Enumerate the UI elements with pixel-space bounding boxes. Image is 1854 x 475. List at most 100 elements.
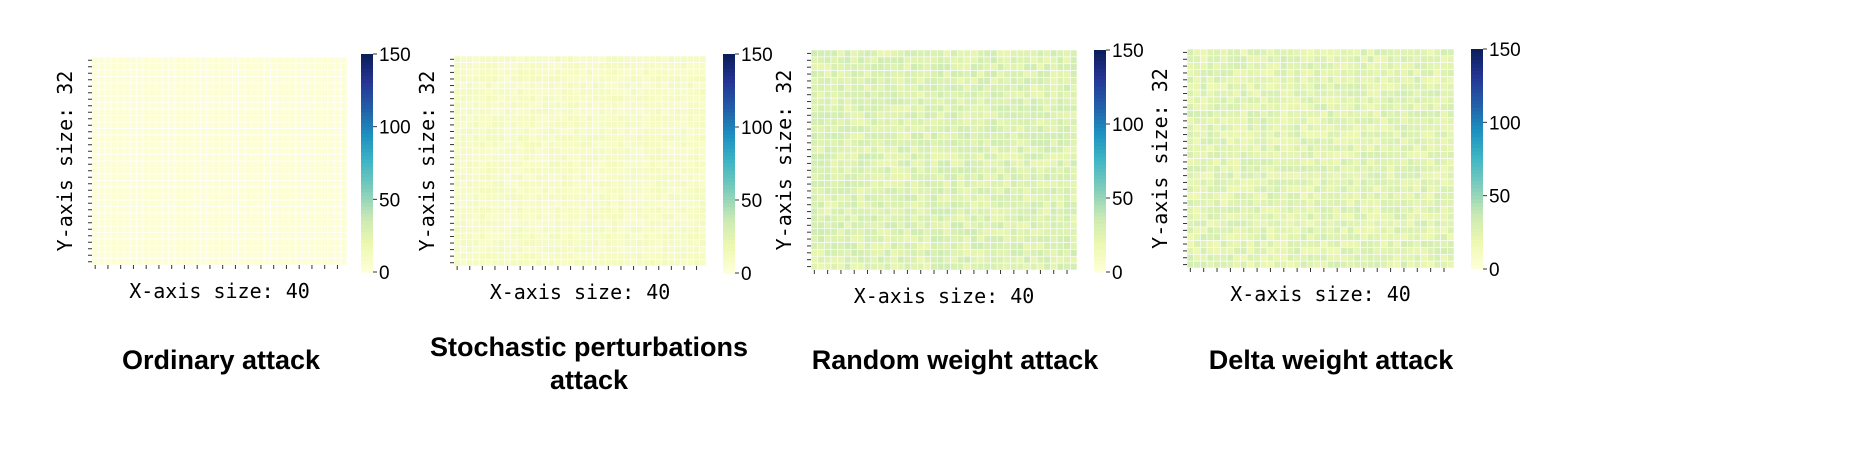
- heatmap-cell: [573, 81, 581, 90]
- heatmap-cell: [636, 193, 644, 201]
- heatmap-cell: [910, 242, 918, 250]
- heatmap-cell: [830, 70, 838, 78]
- heatmap-cell: [270, 82, 278, 90]
- heatmap-cell: [554, 81, 562, 90]
- heatmap-cell: [623, 186, 631, 195]
- heatmap-cell: [1400, 103, 1408, 111]
- heatmap-cell: [200, 238, 208, 246]
- heatmap-cell: [970, 49, 978, 58]
- heatmap-cell: [636, 206, 644, 214]
- heatmap-cell: [699, 55, 707, 63]
- heatmap-cell: [541, 127, 549, 136]
- heatmap-cell: [680, 62, 688, 70]
- heatmap-cell: [516, 239, 524, 247]
- colorbar-segment: [723, 167, 735, 172]
- heatmap-cell: [302, 180, 310, 188]
- heatmap-cell: [1353, 158, 1361, 166]
- heatmap-cell: [257, 76, 265, 84]
- heatmap-cell: [1266, 76, 1275, 84]
- heatmap-cell: [535, 88, 543, 96]
- heatmap-cell: [263, 56, 271, 64]
- heatmap-cell: [623, 173, 631, 181]
- heatmap-cell: [1043, 166, 1051, 175]
- heatmap-cell: [1023, 180, 1031, 188]
- heatmap-cell: [1063, 84, 1071, 92]
- heatmap-cell: [661, 193, 669, 201]
- heatmap-cell: [289, 154, 297, 162]
- heatmap-cell: [231, 251, 239, 259]
- heatmap-cell: [693, 114, 701, 122]
- heatmap-cell: [308, 232, 316, 240]
- heatmap-cell: [219, 251, 227, 259]
- heatmap-cell: [950, 97, 958, 106]
- heatmap-cell: [554, 101, 562, 109]
- heatmap-cell: [817, 77, 825, 85]
- heatmap-cell: [308, 82, 316, 90]
- heatmap-cell: [1293, 130, 1301, 139]
- heatmap-cell: [930, 166, 938, 175]
- heatmap-cell: [91, 89, 99, 97]
- heatmap-cell: [817, 194, 825, 202]
- heatmap-cell: [231, 193, 239, 201]
- heatmap-cell: [136, 245, 144, 253]
- heatmap-cell: [642, 213, 650, 221]
- heatmap-cell: [1016, 56, 1025, 65]
- heatmap-cell: [686, 167, 694, 175]
- heatmap-cell: [485, 68, 493, 76]
- heatmap-cell: [910, 84, 918, 92]
- heatmap-cell: [1393, 144, 1401, 152]
- heatmap-cell: [1070, 221, 1078, 230]
- heatmap-cell: [327, 95, 335, 103]
- heatmap-cell: [225, 160, 233, 168]
- heatmap-cell: [263, 193, 271, 201]
- heatmap-cell: [611, 68, 619, 76]
- heatmap-cell: [1280, 62, 1288, 70]
- heatmap-cell: [180, 160, 188, 168]
- heatmap-cell: [910, 173, 918, 181]
- heatmap-cell: [1280, 123, 1288, 132]
- heatmap-cell: [1400, 96, 1408, 105]
- heatmap-cell: [1003, 235, 1011, 243]
- heatmap-cell: [1246, 82, 1255, 91]
- colorbar-segment: [723, 192, 735, 197]
- heatmap-cell: [890, 228, 898, 236]
- colorbar-segment: [361, 232, 373, 237]
- heatmap-cell: [837, 104, 845, 113]
- heatmap-cell: [453, 141, 461, 149]
- heatmap-cell: [623, 226, 631, 234]
- heatmap-cell: [1386, 137, 1395, 146]
- heatmap-cell: [1213, 151, 1221, 159]
- colorbar-segment: [361, 155, 373, 160]
- heatmap-cell: [453, 173, 461, 181]
- heatmap-cell: [117, 141, 125, 149]
- heatmap-cell: [623, 193, 631, 201]
- heatmap-cell: [200, 160, 208, 168]
- heatmap-cell: [817, 187, 825, 195]
- heatmap-cell: [910, 187, 918, 195]
- heatmap-cell: [504, 141, 511, 149]
- heatmap-cell: [674, 154, 682, 162]
- heatmap-cell: [161, 238, 169, 246]
- heatmap-cell: [1186, 151, 1194, 159]
- heatmap-cell: [155, 95, 163, 103]
- heatmap-cell: [1010, 159, 1018, 168]
- heatmap-cell: [1400, 110, 1408, 118]
- heatmap-cell: [996, 118, 1005, 126]
- heatmap-cell: [950, 90, 958, 99]
- heatmap-cell: [1003, 63, 1011, 71]
- heatmap-cell: [1320, 76, 1328, 84]
- heatmap-cell: [529, 68, 537, 76]
- heatmap-cell: [1246, 96, 1255, 105]
- heatmap-cell: [1333, 144, 1341, 152]
- colorbar-segment: [361, 242, 373, 248]
- heatmap-cell: [923, 49, 931, 58]
- heatmap-cell: [560, 81, 568, 90]
- heatmap-cell: [453, 62, 461, 70]
- colorbar-segment: [361, 108, 373, 113]
- heatmap-cell: [579, 147, 587, 155]
- heatmap-cell: [1400, 130, 1408, 139]
- heatmap-cell: [497, 186, 505, 195]
- heatmap-cell: [699, 213, 707, 221]
- heatmap-cell: [554, 200, 562, 208]
- heatmap-cell: [1413, 62, 1421, 70]
